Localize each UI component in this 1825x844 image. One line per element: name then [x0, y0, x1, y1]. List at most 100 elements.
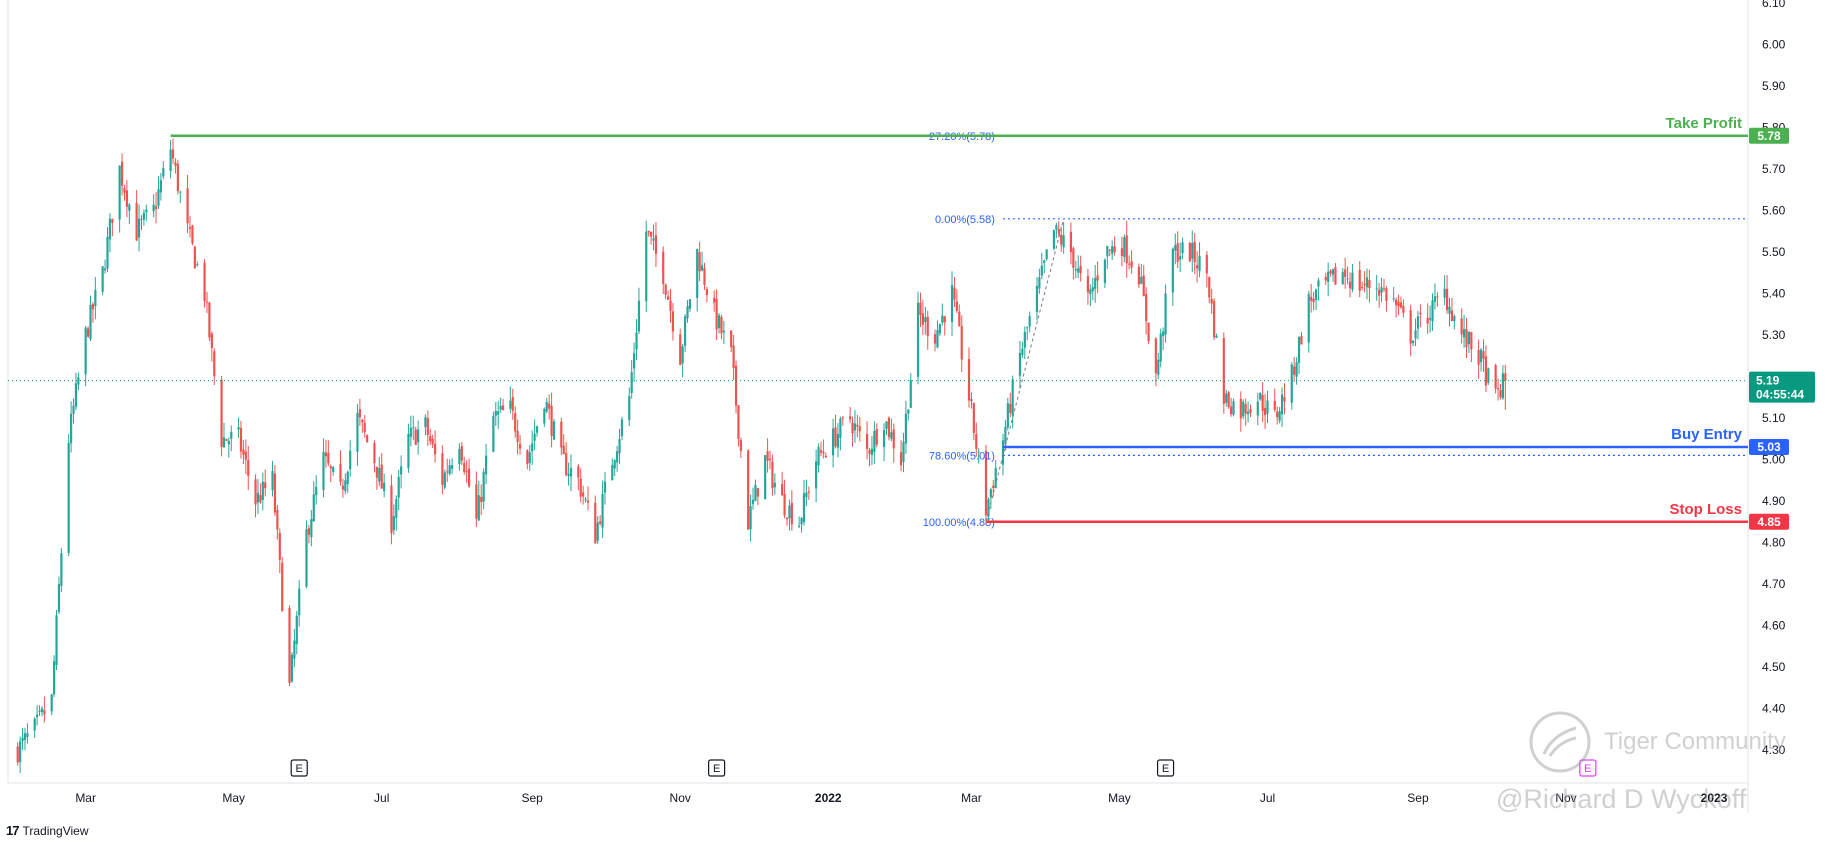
candle-body — [975, 433, 978, 449]
level-badge — [1749, 439, 1789, 456]
candle-body — [312, 494, 315, 522]
candle-body — [86, 328, 90, 337]
earnings-marker-icon — [290, 759, 308, 777]
candle-body — [1327, 271, 1330, 282]
level-badge — [1749, 513, 1789, 530]
candle-body — [414, 429, 417, 445]
candle-body — [38, 710, 41, 712]
candle-body — [154, 206, 158, 210]
candle-body — [873, 430, 876, 453]
tradingview-brand[interactable]: 17 TradingView — [6, 823, 89, 838]
candle-body — [305, 529, 308, 587]
candle-body — [1448, 306, 1451, 314]
candle-body — [616, 451, 619, 463]
candle-body — [1433, 296, 1437, 302]
candle-body — [1213, 301, 1216, 338]
candle-body — [484, 455, 488, 475]
candle-body — [1344, 269, 1347, 277]
candle-body — [892, 429, 895, 449]
candle-body — [36, 714, 39, 718]
candle-body — [1018, 352, 1022, 376]
candle-body — [53, 661, 56, 695]
candle-body — [1382, 288, 1386, 290]
candle-body — [392, 516, 395, 531]
candle-body — [737, 405, 740, 439]
candle-body — [1358, 269, 1361, 291]
candle-body — [851, 422, 854, 434]
candle-body — [366, 435, 369, 442]
candle-body — [1467, 331, 1471, 345]
candle-body — [77, 377, 80, 385]
candle-body — [108, 218, 112, 240]
candle-body — [977, 451, 980, 453]
candle-body — [785, 517, 789, 520]
candle-body — [1091, 287, 1094, 292]
candle-body — [329, 466, 332, 469]
candle-body — [1465, 328, 1468, 348]
candle-body — [383, 482, 386, 492]
y-tick-label: 4.70 — [1762, 577, 1786, 591]
y-tick-label: 4.60 — [1762, 619, 1786, 633]
candle-body — [543, 408, 546, 424]
candle-body — [848, 416, 852, 420]
candle-body — [960, 326, 963, 360]
candle-body — [1125, 235, 1128, 264]
candle-body — [499, 405, 502, 410]
candle-body — [550, 405, 553, 437]
candle-body — [938, 324, 941, 334]
candle-body — [688, 299, 692, 309]
candle-body — [1035, 285, 1039, 313]
candle-body — [720, 317, 723, 334]
candle-body — [686, 306, 689, 319]
candle-body — [327, 452, 330, 464]
candle-body — [1055, 225, 1058, 230]
candle-body — [1392, 298, 1395, 300]
candle-body — [734, 365, 738, 406]
candle-body — [482, 471, 485, 502]
x-tick-label: May — [222, 791, 245, 805]
candle-body — [1106, 246, 1109, 257]
candle-body — [834, 427, 837, 447]
candle-body — [1062, 235, 1065, 248]
candle-body — [1205, 254, 1208, 274]
candle-body — [273, 473, 277, 513]
y-tick-label: 5.50 — [1762, 245, 1786, 259]
candle-body — [1229, 406, 1233, 415]
candle-body — [749, 506, 752, 530]
candle-body — [1363, 283, 1366, 286]
y-tick-label: 5.70 — [1762, 162, 1786, 176]
candle-body — [967, 359, 971, 401]
candle-body — [128, 204, 131, 211]
candle-body — [465, 471, 468, 473]
candle-body — [237, 427, 240, 430]
candle-body — [635, 332, 638, 350]
candle-body — [698, 252, 701, 272]
candle-body — [1009, 403, 1012, 414]
candle-body — [1227, 392, 1230, 408]
level-label-buy-entry: Buy Entry — [1671, 426, 1743, 443]
candle-body — [994, 468, 997, 489]
candle-body — [288, 607, 291, 683]
candle-body — [278, 532, 281, 560]
x-tick-label: May — [1108, 791, 1131, 805]
candle-body — [1324, 277, 1327, 281]
candle-body — [242, 449, 245, 455]
candle-body — [732, 345, 735, 369]
candle-body — [781, 484, 784, 496]
candle-body — [72, 405, 75, 414]
y-tick-label: 4.90 — [1762, 494, 1786, 508]
candle-body — [798, 525, 801, 527]
candle-body — [1378, 289, 1381, 296]
candle-body — [67, 442, 70, 553]
candle-body — [60, 553, 63, 586]
candle-body — [907, 409, 910, 414]
candle-body — [652, 238, 655, 241]
candle-body — [1482, 351, 1485, 359]
candle-body — [111, 218, 114, 223]
y-tick-label: 4.30 — [1762, 743, 1786, 757]
candle-body — [227, 440, 230, 445]
last-price-value: 5.19 — [1756, 374, 1780, 388]
candle-body — [239, 428, 243, 452]
